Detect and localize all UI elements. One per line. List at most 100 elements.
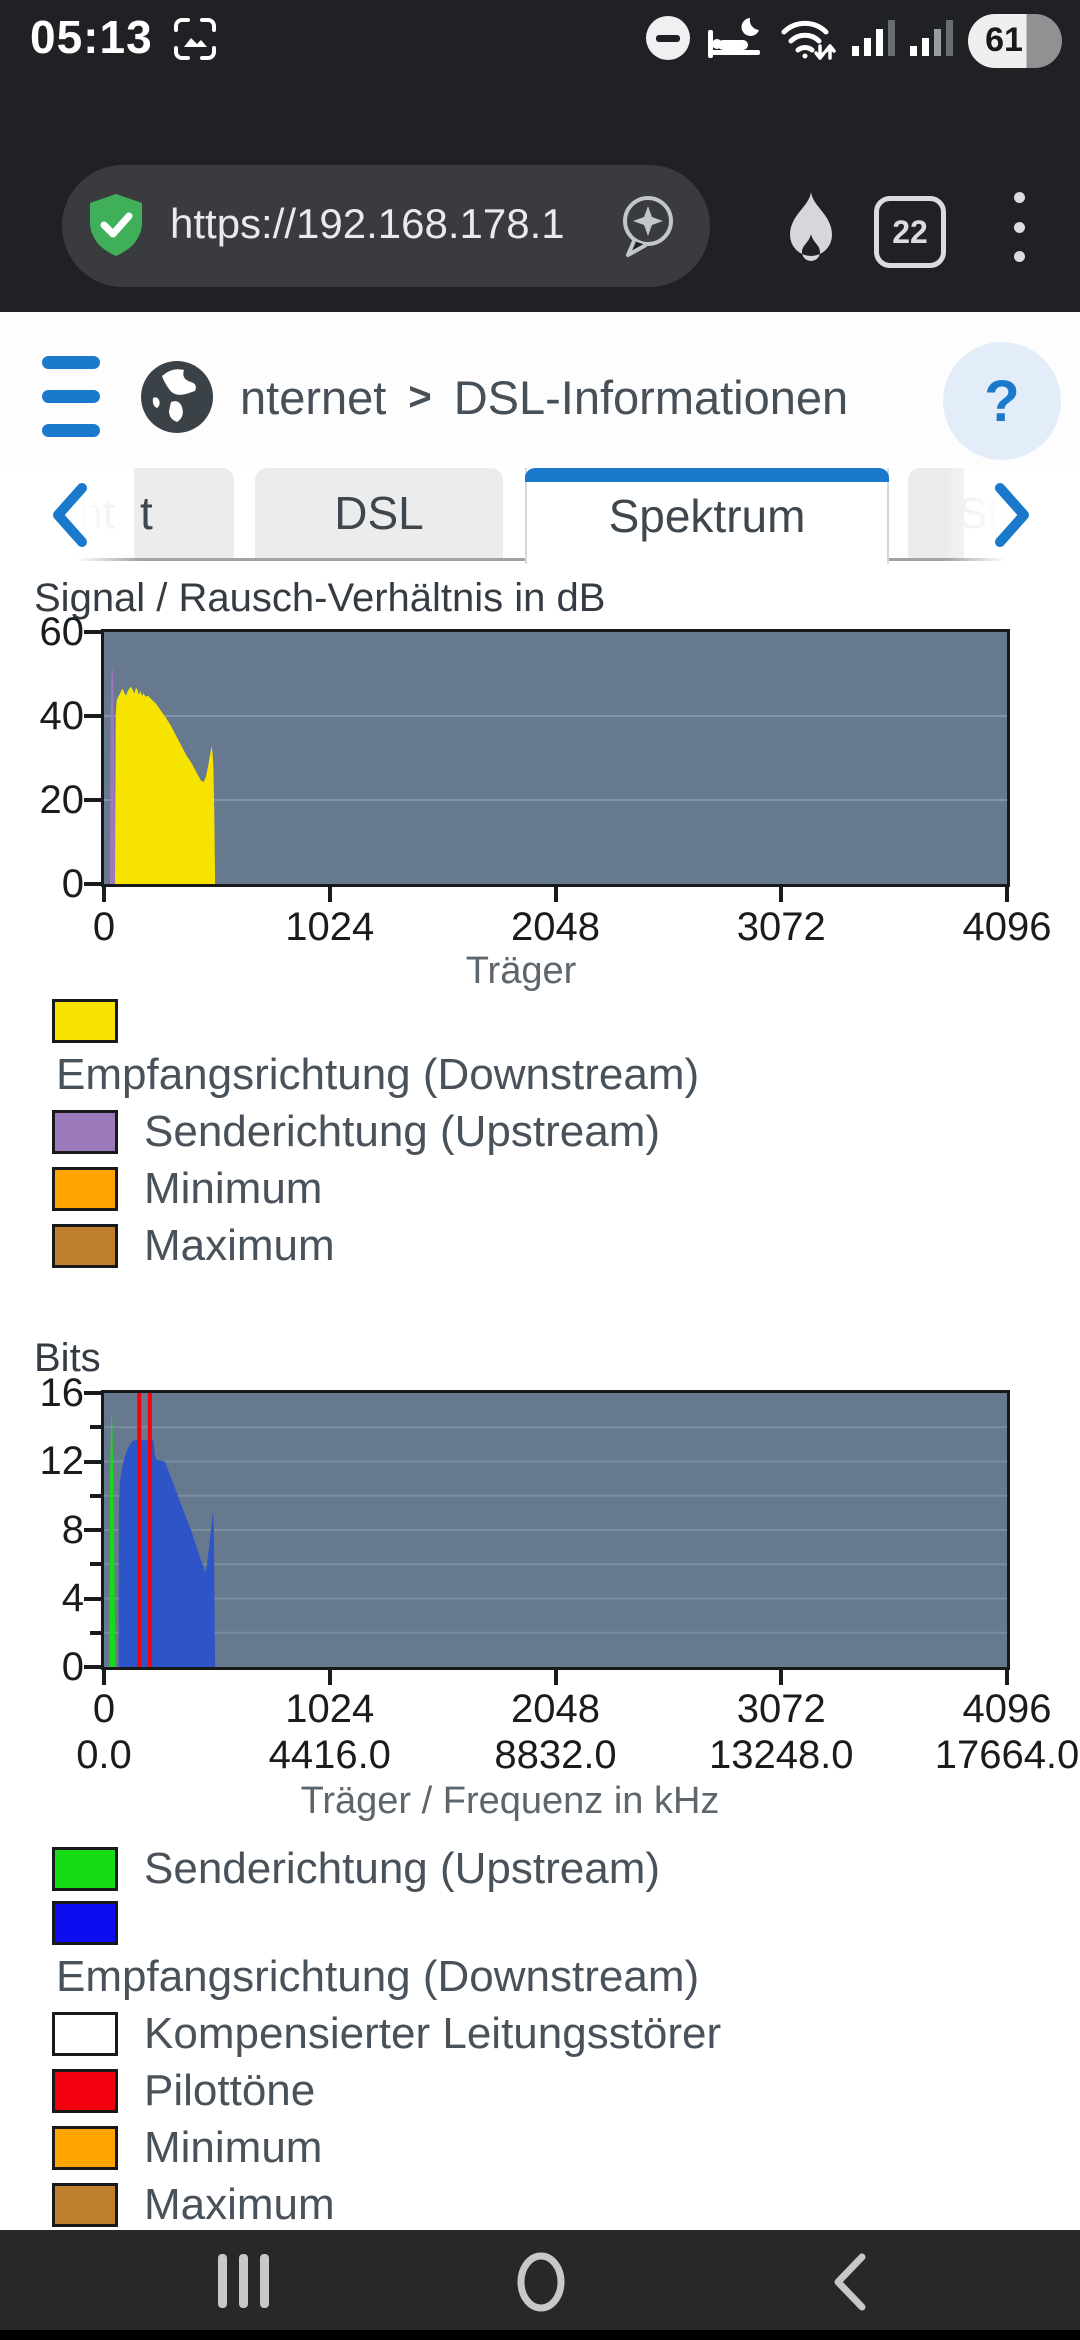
y-tick-label: 8 bbox=[61, 1507, 84, 1552]
legend-swatch bbox=[52, 2069, 118, 2113]
x-tick-mark bbox=[779, 1670, 784, 1685]
tab-spektrum-active[interactable]: Spektrum bbox=[525, 468, 889, 564]
tab-scroll-fade-right bbox=[945, 465, 1080, 561]
legend-row: Minimum bbox=[52, 1163, 1032, 1215]
legend-row: Empfangsrichtung (Downstream) bbox=[52, 1049, 1032, 1101]
recents-button[interactable] bbox=[218, 2254, 269, 2308]
series-area bbox=[115, 686, 216, 884]
legend-row: Minimum bbox=[52, 2122, 1032, 2174]
legend-label: Empfangsrichtung (Downstream) bbox=[56, 1952, 700, 2001]
wifi-icon bbox=[778, 12, 838, 69]
legend-swatch bbox=[52, 1167, 118, 1211]
legend-swatch bbox=[52, 999, 118, 1043]
x-freq-tick-label: 8832.0 bbox=[494, 1732, 617, 1777]
pilot-tone-line bbox=[147, 1393, 152, 1667]
legend-swatch bbox=[52, 2183, 118, 2227]
back-button[interactable] bbox=[830, 2252, 870, 2317]
x-tick-label: 1024 bbox=[285, 904, 375, 949]
screen-bottom-edge bbox=[0, 2330, 1080, 2340]
y-tick-label: 20 bbox=[39, 777, 85, 822]
battery-percent: 61 bbox=[985, 21, 1023, 59]
x-tick-label: 0 bbox=[92, 1686, 116, 1731]
url-text[interactable]: https://192.168.178.1 bbox=[170, 200, 565, 247]
legend-swatch bbox=[52, 1901, 118, 1945]
chart2-title: Bits bbox=[34, 1336, 101, 1380]
x-tick-label: 2048 bbox=[511, 904, 600, 949]
hamburger-menu-icon[interactable] bbox=[42, 356, 100, 441]
site-security-shield-icon[interactable] bbox=[86, 192, 146, 263]
x-tick-mark bbox=[1005, 1670, 1009, 1685]
tab-counter-button[interactable]: 22 bbox=[874, 196, 946, 268]
y-tick-mark bbox=[84, 630, 102, 634]
y-tick-mark bbox=[84, 1528, 102, 1532]
pilot-tone-line bbox=[137, 1393, 142, 1667]
y-tick-mark bbox=[84, 1391, 102, 1395]
signal-bars-sim2-icon bbox=[910, 16, 954, 65]
y-tick-label: 40 bbox=[39, 693, 85, 738]
legend-label: Empfangsrichtung (Downstream) bbox=[56, 1050, 700, 1099]
legend-swatch bbox=[52, 2126, 118, 2170]
legend-label: Kompensierter Leitungsstörer bbox=[144, 2009, 722, 2058]
y-tick-mark bbox=[84, 798, 102, 802]
y-tick-mark bbox=[84, 1459, 102, 1464]
y-tick-label: 0 bbox=[61, 861, 84, 906]
x-tick-mark bbox=[327, 1670, 332, 1685]
x-tick-mark bbox=[1005, 887, 1009, 902]
do-not-disturb-icon bbox=[644, 14, 692, 67]
legend-row: Maximum bbox=[52, 1220, 1032, 1272]
legend-swatch bbox=[52, 1847, 118, 1891]
home-button[interactable] bbox=[514, 2250, 568, 2319]
legend-label: Maximum bbox=[144, 1221, 335, 1270]
x-tick-label: 3072 bbox=[736, 904, 826, 949]
flame-icon[interactable] bbox=[778, 190, 844, 269]
url-bar[interactable] bbox=[62, 165, 710, 287]
series-area bbox=[109, 1410, 116, 1667]
legend-row: Empfangsrichtung (Downstream) bbox=[52, 1951, 1032, 2003]
x-tick-mark bbox=[102, 1670, 106, 1685]
legend-row: Kompensierter Leitungsstörer bbox=[52, 2008, 1032, 2060]
chevron-left-icon[interactable] bbox=[48, 482, 90, 553]
x-freq-tick-label: 17664.0 bbox=[934, 1732, 1080, 1777]
overflow-menu-icon[interactable] bbox=[1014, 192, 1026, 262]
legend-row: Maximum bbox=[52, 2179, 1032, 2231]
help-button[interactable]: ? bbox=[943, 342, 1061, 460]
x-freq-tick-label: 0.0 bbox=[76, 1732, 132, 1777]
breadcrumb: nternet > DSL-Informationen bbox=[240, 370, 848, 425]
legend-label: Pilottöne bbox=[144, 2066, 316, 2115]
breadcrumb-page: DSL-Informationen bbox=[453, 371, 849, 424]
x-axis-title: Träger / Frequenz in kHz bbox=[300, 1780, 720, 1822]
tab-uebersicht-partial[interactable]: t bbox=[134, 468, 234, 561]
x-tick-label: 4096 bbox=[962, 904, 1052, 949]
snr-chart-legend: Empfangsrichtung (Downstream) Senderichtu… bbox=[52, 998, 1032, 1277]
y-tick-mark bbox=[84, 1596, 102, 1601]
legend-label: Minimum bbox=[144, 1164, 323, 1213]
x-freq-tick-label: 13248.0 bbox=[708, 1732, 854, 1777]
x-tick-mark bbox=[553, 1670, 558, 1685]
legend-row: Senderichtung (Upstream) bbox=[52, 1843, 1032, 1895]
legend-label: Senderichtung (Upstream) bbox=[144, 1844, 661, 1893]
y-tick-label: 0 bbox=[61, 1644, 84, 1689]
y-tick-label: 12 bbox=[39, 1439, 85, 1483]
chart1-title: Signal / Rausch-Verhältnis in dB bbox=[34, 576, 606, 620]
y-tick-mark bbox=[84, 882, 102, 886]
browser-chrome: 05:13 bbox=[0, 0, 1080, 312]
tab-dsl[interactable]: DSL bbox=[255, 468, 503, 561]
series-area bbox=[118, 1440, 216, 1667]
legend-label: Minimum bbox=[144, 2123, 323, 2172]
clock: 05:13 bbox=[30, 11, 153, 63]
tab-spektrum-label: Spektrum bbox=[608, 490, 806, 542]
legend-row bbox=[52, 998, 1032, 1044]
chevron-right-icon[interactable] bbox=[992, 482, 1034, 553]
sparkle-bubble-icon[interactable] bbox=[618, 193, 682, 264]
breadcrumb-section[interactable]: nternet bbox=[240, 371, 387, 424]
x-tick-label: 2048 bbox=[511, 1686, 600, 1731]
legend-swatch bbox=[52, 2012, 118, 2056]
bedtime-mode-icon bbox=[706, 14, 764, 67]
x-tick-label: 1024 bbox=[285, 1686, 375, 1731]
x-tick-label: 4096 bbox=[962, 1686, 1052, 1731]
legend-label: Senderichtung (Upstream) bbox=[144, 1107, 661, 1156]
bits-chart-legend: Senderichtung (Upstream) Empfangsrichtung… bbox=[52, 1843, 1032, 2236]
x-tick-label: 3072 bbox=[736, 1686, 826, 1731]
legend-swatch bbox=[52, 1224, 118, 1268]
legend-row: Senderichtung (Upstream) bbox=[52, 1106, 1032, 1158]
